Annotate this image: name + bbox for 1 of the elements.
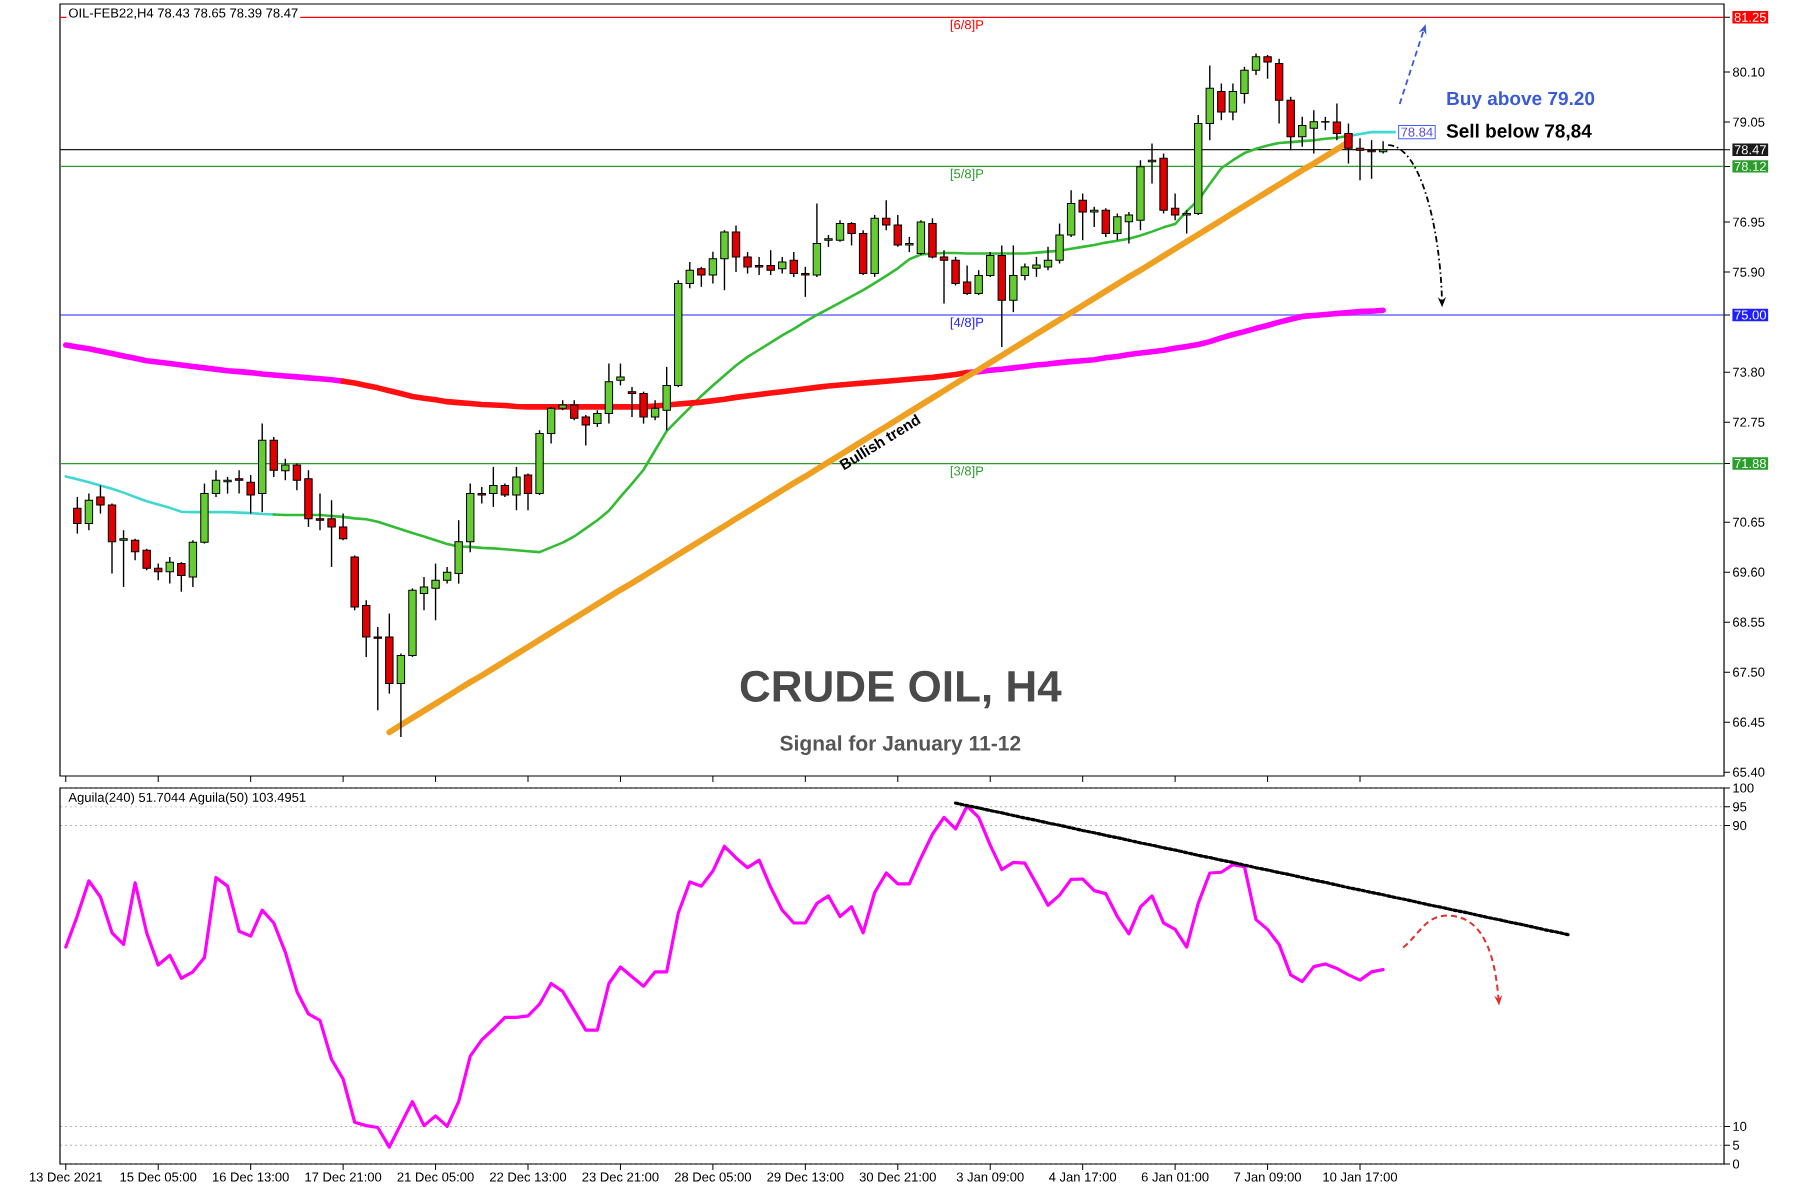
line-series [64, 804, 1385, 1149]
